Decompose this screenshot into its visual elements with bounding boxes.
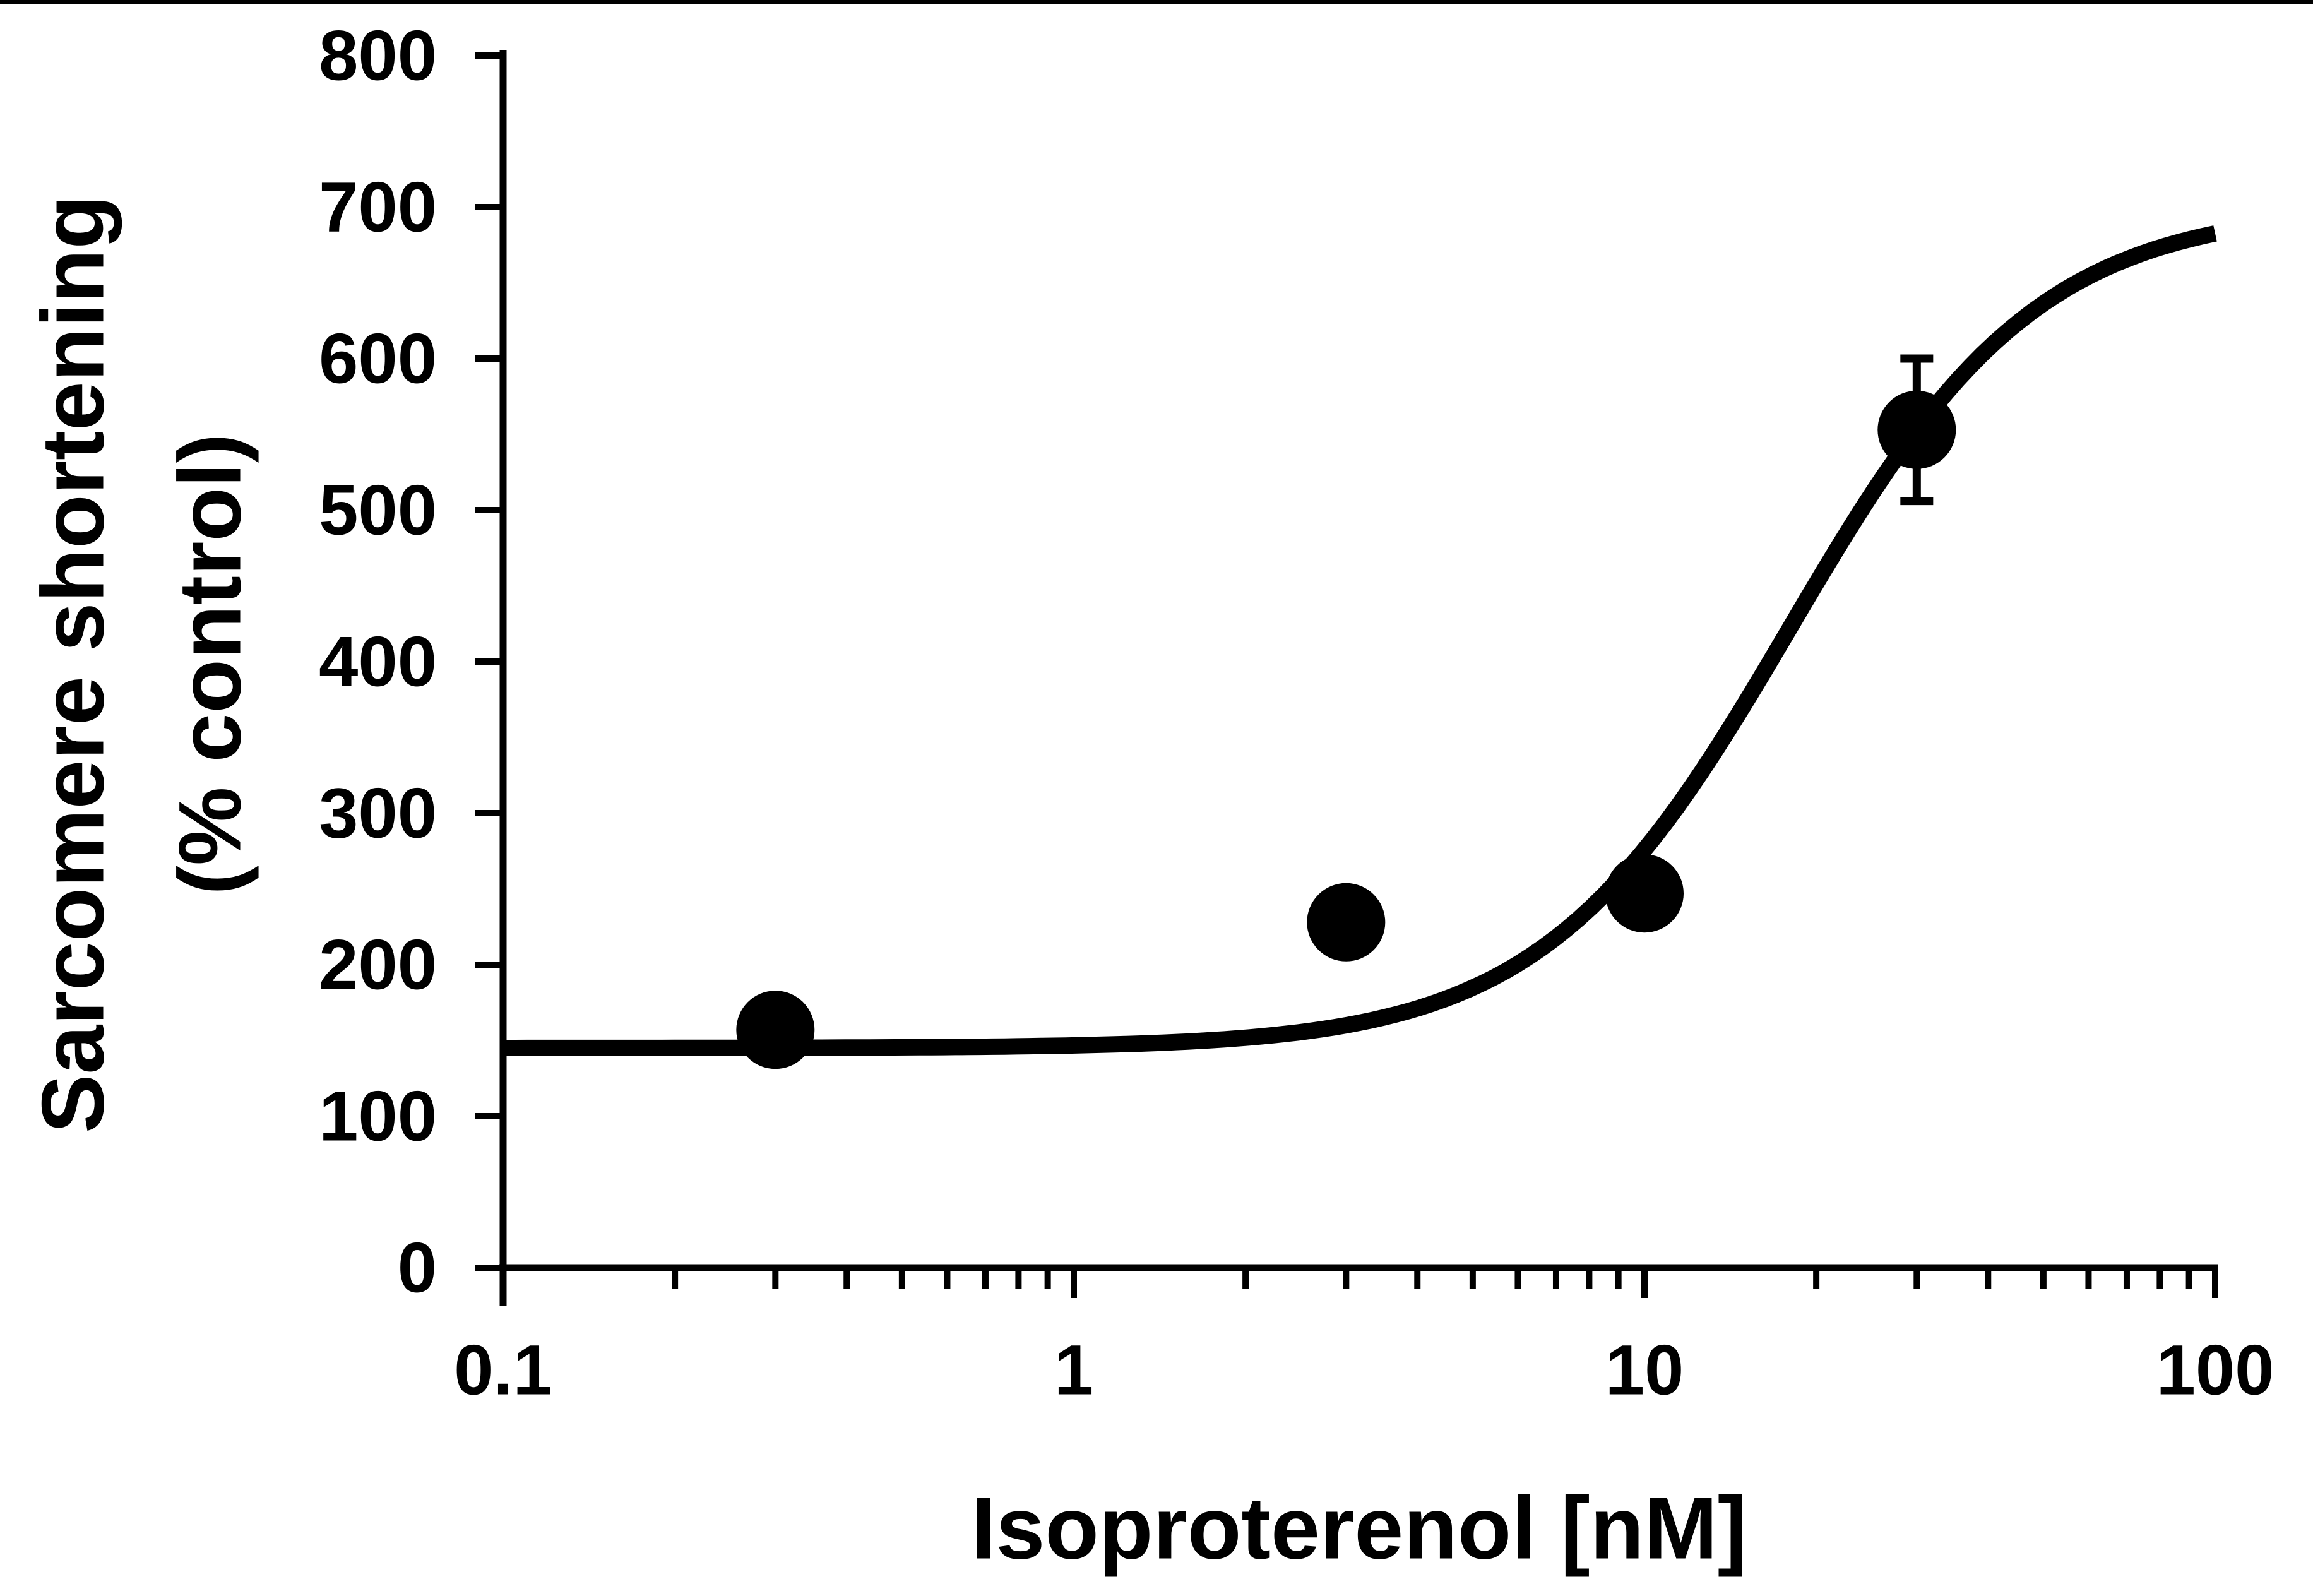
y-axis-title-line2-group: (% control) [160, 433, 259, 895]
x-axis-title: Isoproterenol [nM] [972, 1479, 1747, 1578]
data-point [1877, 390, 1956, 469]
x-tick-label: 10 [1605, 1331, 1684, 1410]
y-tick-label: 0 [398, 1229, 437, 1307]
x-tick-label: 100 [2156, 1331, 2274, 1410]
y-axis-title-line2: (% control) [160, 433, 259, 895]
y-axis-title-line1-group: Sarcomere shortening [23, 195, 122, 1133]
data-point [736, 991, 815, 1069]
data-point [1605, 854, 1684, 933]
x-tick-label: 0.1 [454, 1331, 552, 1410]
y-tick-label: 800 [319, 16, 437, 95]
y-tick-label: 200 [319, 926, 437, 1004]
data-point [1307, 883, 1386, 962]
y-tick-label: 100 [319, 1077, 437, 1156]
plot-area: 0 100 200 300 400 500 600 700 800 0.1 1 10 100 [319, 16, 2274, 1410]
y-tick-label: 400 [319, 622, 437, 701]
x-tick-label: 1 [1054, 1331, 1093, 1410]
top-border-line [0, 0, 2313, 4]
y-tick-label: 700 [319, 168, 437, 247]
y-tick-label: 300 [319, 774, 437, 853]
y-tick-label: 500 [319, 471, 437, 550]
y-axis-title-line1: Sarcomere shortening [23, 195, 122, 1133]
y-tick-label: 600 [319, 319, 437, 398]
